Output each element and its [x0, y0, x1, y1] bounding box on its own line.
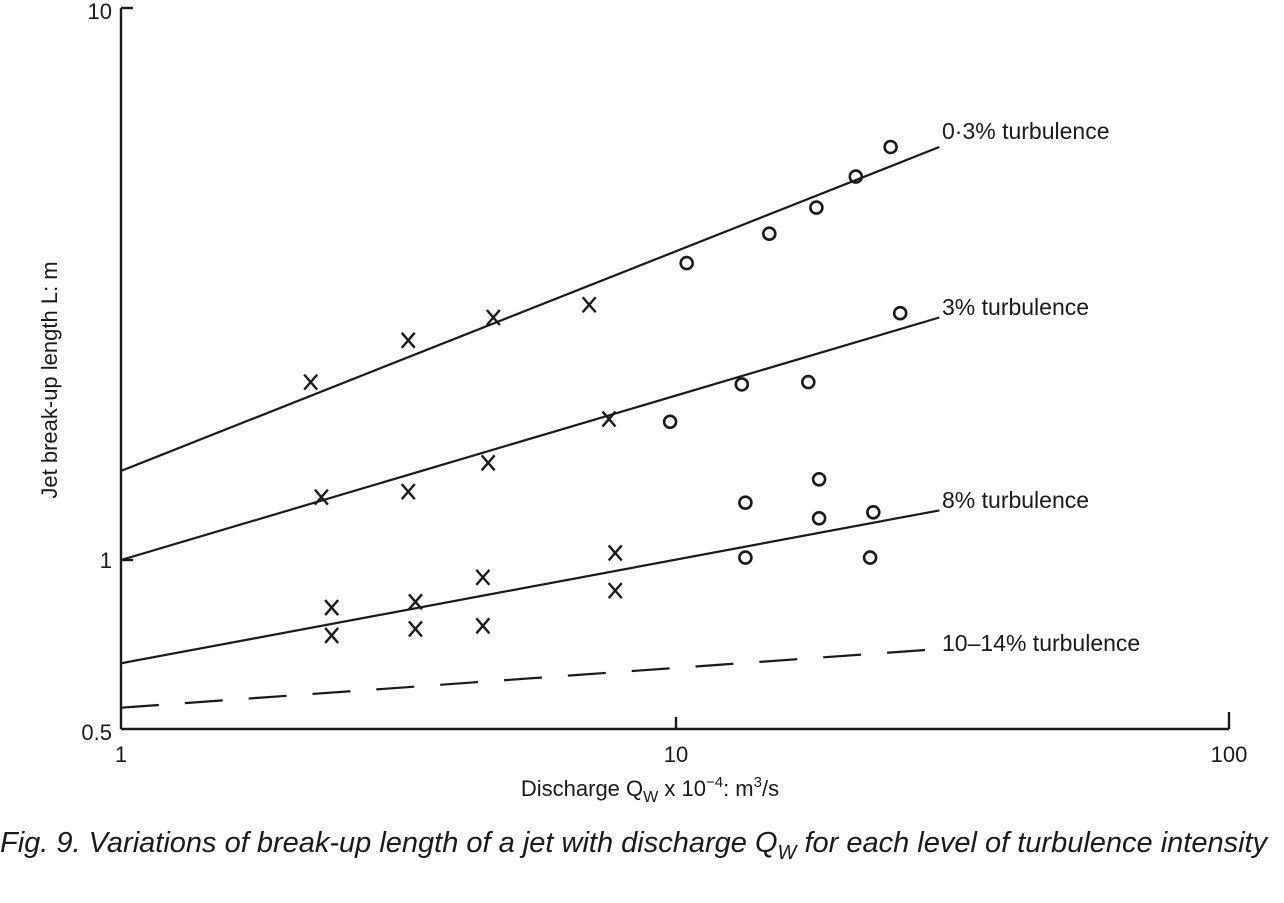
cross-point-1-2 [480, 454, 496, 472]
series-label-3: 10–14% turbulence [942, 630, 1140, 656]
cross-point-1-3 [601, 410, 617, 428]
series-line-0 [120, 145, 940, 472]
y-tick-label-1: 1 [100, 548, 112, 573]
cross-point-0-3 [581, 296, 597, 314]
chart: 10 1 0.5 1 10 100 Discharge QW x 10−4: m… [37, 0, 1248, 806]
series-3: 10–14% turbulence [120, 630, 1140, 709]
circle-point-2-1 [738, 550, 753, 565]
cross-point-2-5 [475, 617, 491, 635]
cross-point-2-1 [324, 627, 340, 644]
circle-point-1-2 [800, 374, 816, 390]
series-label-2: 8% turbulence [942, 487, 1089, 513]
circle-point-2-0 [738, 495, 753, 511]
y-tick-label-0.5: 0.5 [81, 720, 112, 745]
x-axis-title-main: Discharge Q [521, 776, 643, 801]
circle-point-2-2 [811, 471, 827, 487]
caption-text-end: for each level of turbulence intensity [796, 827, 1268, 859]
cross-point-1-0 [313, 488, 329, 506]
circle-point-1-3 [892, 305, 908, 321]
circle-point-2-3 [811, 510, 827, 526]
circle-point-0-4 [883, 139, 898, 155]
x-tick-label-100: 100 [1211, 742, 1248, 767]
axes [119, 6, 1231, 731]
x-tick-label-10: 10 [664, 742, 688, 767]
x-axis-title-unit-sup: 3 [754, 774, 762, 791]
plot-area: 0·3% turbulence 3% turbulence 8% turbulenc… [120, 118, 1140, 709]
x-axis-title-sup: −4 [706, 774, 723, 791]
series-label-0: 0·3% turbulence [942, 118, 1110, 144]
circle-point-0-3 [848, 169, 864, 184]
cross-point-2-3 [408, 620, 423, 638]
circle-point-0-0 [679, 255, 695, 271]
circle-point-0-2 [809, 200, 824, 215]
x-axis-title-sub: W [643, 789, 659, 806]
circle-point-2-5 [862, 550, 878, 565]
cross-point-1-1 [400, 483, 416, 500]
series-1: 3% turbulence [120, 294, 1089, 562]
figure-caption: Fig. 9. Variations of break-up length of… [0, 826, 1284, 871]
series-line-2 [120, 509, 940, 665]
cross-point-0-0 [303, 373, 319, 391]
x-tick-label-1: 1 [115, 742, 127, 767]
cross-point-2-4 [475, 569, 491, 586]
cross-point-2-6 [607, 544, 623, 562]
x-axis-title-unit: : m [723, 776, 754, 801]
cross-point-0-2 [485, 309, 501, 326]
y-tick-label-10: 10 [88, 0, 112, 24]
caption-text: Fig. 9. Variations of break-up length of… [0, 827, 778, 859]
series-line-3 [120, 647, 940, 709]
circle-point-2-4 [865, 504, 881, 520]
x-axis-title: Discharge QW x 10−4: m3/s [521, 774, 779, 806]
x-axis-title-end: /s [762, 776, 779, 801]
series-2: 8% turbulence [120, 471, 1089, 665]
y-axis-title: Jet break-up length L: m [37, 261, 62, 498]
series-line-1 [120, 316, 940, 562]
x-axis-title-mid: x 10 [658, 776, 706, 801]
series-label-1: 3% turbulence [942, 294, 1089, 320]
cross-point-2-7 [607, 582, 623, 599]
circle-point-1-1 [734, 377, 750, 392]
cross-point-2-2 [408, 593, 423, 611]
cross-point-2-0 [324, 599, 340, 616]
caption-sub: W [777, 841, 797, 864]
circle-point-1-0 [662, 414, 678, 430]
series-0: 0·3% turbulence [120, 118, 1110, 472]
circle-point-0-1 [761, 226, 777, 241]
cross-point-0-1 [400, 332, 416, 349]
